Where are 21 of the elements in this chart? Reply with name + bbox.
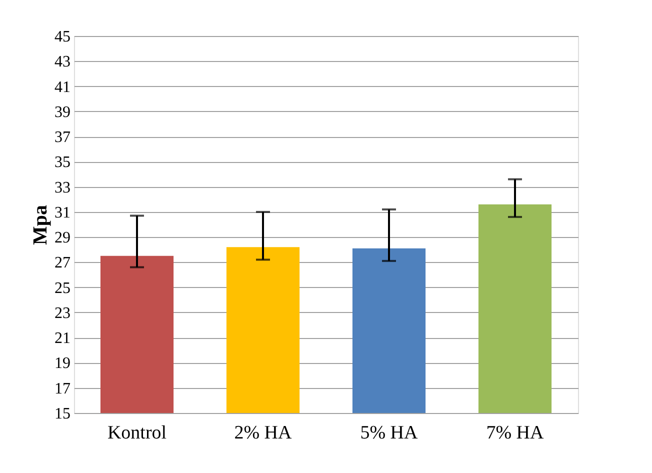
y-tick-label: 37 xyxy=(54,129,70,146)
y-tick-label: 27 xyxy=(54,254,70,272)
y-tick-label: 41 xyxy=(54,78,70,96)
y-tick-label: 43 xyxy=(54,54,70,71)
y-tick-label: 39 xyxy=(54,104,70,121)
x-tick-label: 2% HA xyxy=(234,422,292,444)
y-tick-label: 15 xyxy=(54,406,70,422)
x-tick-label: 5% HA xyxy=(360,422,418,444)
x-tick-label: 7% HA xyxy=(486,422,544,444)
y-tick-label: 17 xyxy=(54,380,70,398)
y-tick-label: 25 xyxy=(54,280,70,297)
y-tick-label: 19 xyxy=(54,355,70,372)
y-tick-label: 45 xyxy=(54,28,70,46)
y-tick-label: 31 xyxy=(54,204,70,222)
y-axis-title: Mpa xyxy=(30,205,52,245)
y-tick-label: 35 xyxy=(54,154,70,172)
y-tick-label: 33 xyxy=(54,179,70,196)
x-tick-label: Kontrol xyxy=(107,422,167,444)
y-tick-label: 23 xyxy=(54,304,70,322)
y-tick-label: 21 xyxy=(54,330,70,348)
y-tick-label: 29 xyxy=(54,230,70,247)
